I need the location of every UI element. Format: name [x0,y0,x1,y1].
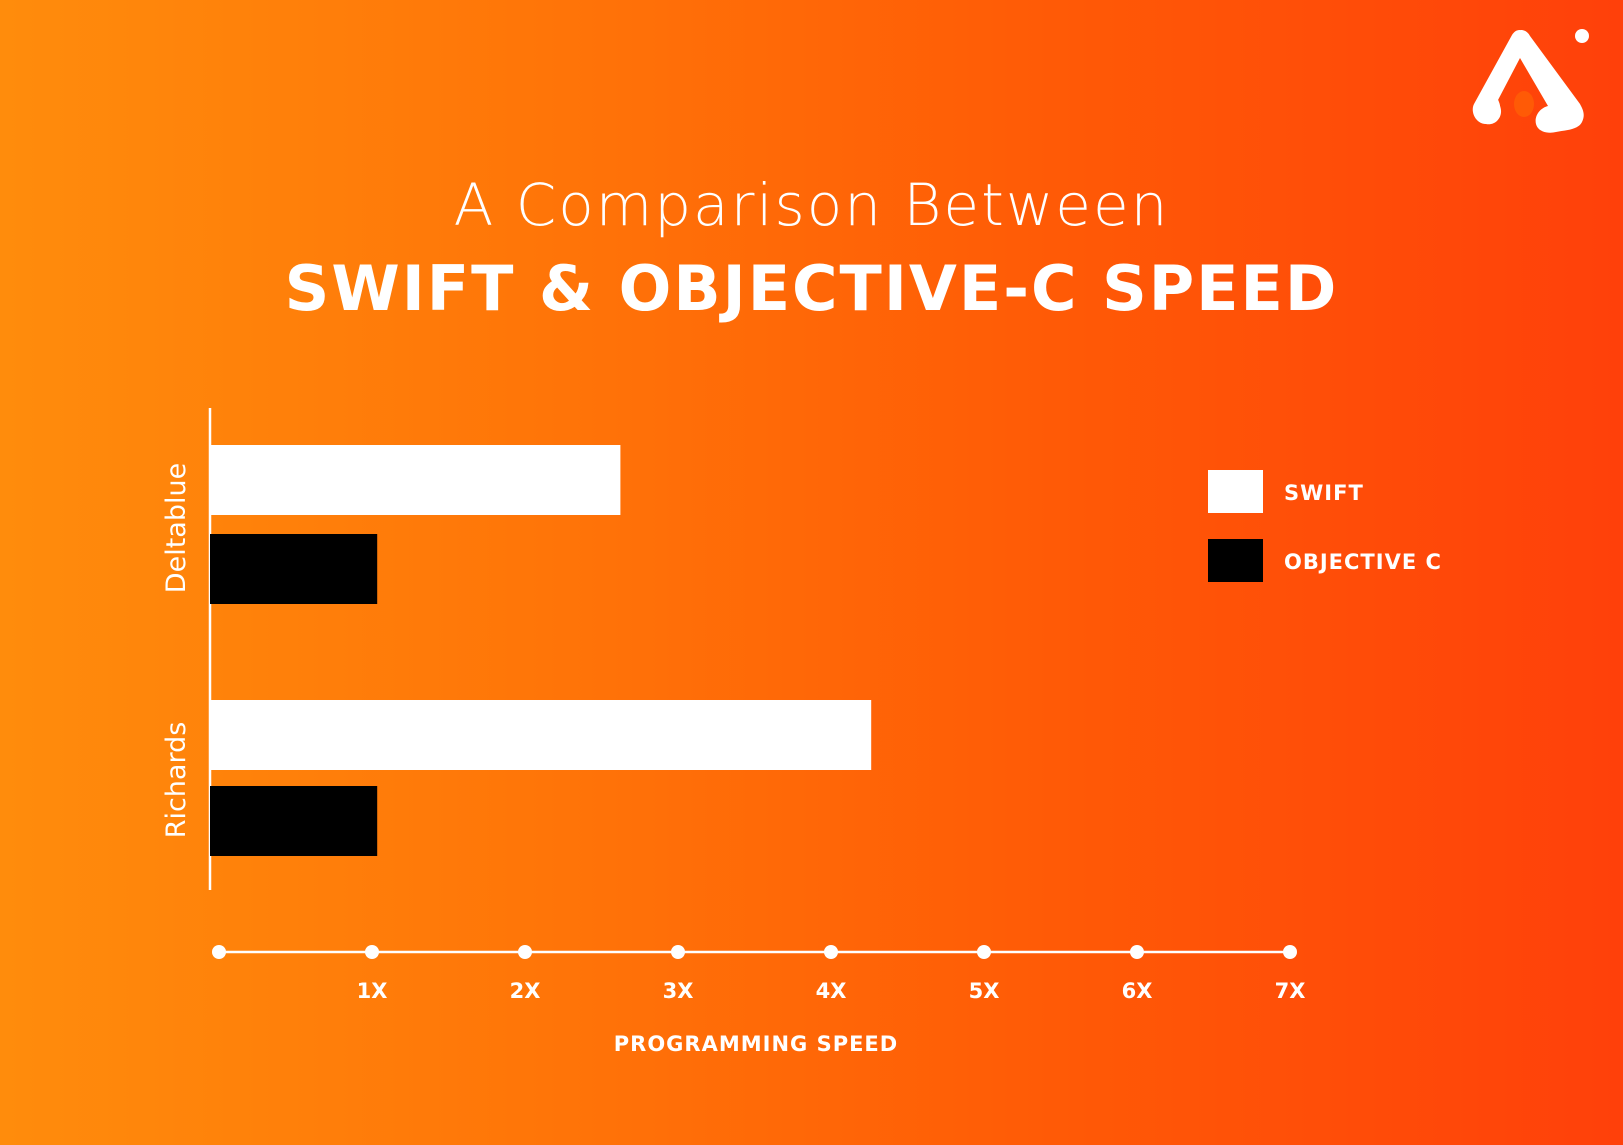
legend-label-objective-c: OBJECTIVE C [1284,550,1442,574]
x-tick-label: 7X [1275,979,1306,1003]
bar-swift-richards [210,700,872,770]
bar-objective-c-richards [210,786,378,856]
legend-swatch-swift [1208,470,1263,513]
x-tick-label: 1X [357,979,388,1003]
x-axis-tick-dot [671,945,685,959]
x-axis-tick-dot [518,945,532,959]
x-tick-label: 4X [816,979,847,1003]
x-axis-tick-dot [824,945,838,959]
x-axis-tick-dot [1130,945,1144,959]
x-axis-tick-dot [365,945,379,959]
x-tick-label: 2X [510,979,541,1003]
category-label-richards: Richards [161,722,192,839]
bars-group [210,445,872,856]
legend-label-swift: SWIFT [1284,481,1364,505]
x-axis-title: PROGRAMMING SPEED [614,1032,898,1056]
bar-objective-c-deltablue [210,534,378,604]
chart-subtitle: SWIFT & OBJECTIVE-C SPEED [284,252,1339,325]
x-axis-tick-dot [1283,945,1297,959]
x-tick-label: 5X [969,979,1000,1003]
logo-icon [1472,29,1589,133]
x-axis-tick-dot [212,945,226,959]
category-label-deltablue: Deltablue [161,463,192,593]
legend-swatch-objective-c [1208,539,1263,582]
bar-swift-deltablue [210,445,621,515]
x-tick-label: 6X [1122,979,1153,1003]
chart-title: A Comparison Between [453,171,1170,239]
x-axis-ticks: 1X 2X 3X 4X 5X 6X 7X [212,945,1305,1003]
x-tick-label: 3X [663,979,694,1003]
x-axis-tick-dot [977,945,991,959]
